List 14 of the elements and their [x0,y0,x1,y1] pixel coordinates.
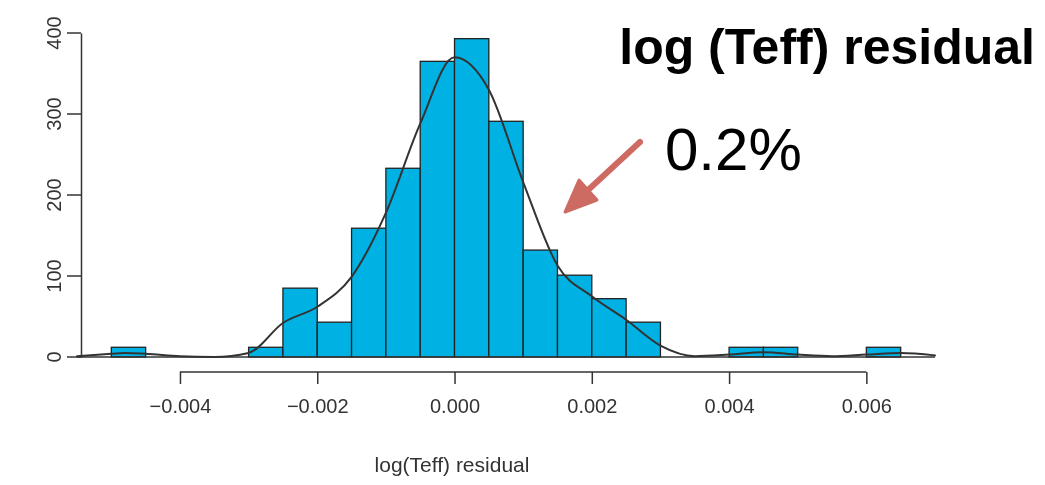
y-tick-label: 400 [43,16,65,50]
x-tick-label: 0.000 [429,395,481,417]
x-axis-title: log(Teff) residual [374,453,530,476]
x-tick-label: −0.004 [149,395,212,417]
annotation: 0.2% [665,116,802,183]
y-tick-label: 300 [43,97,65,131]
y-tick-label: 0 [43,351,65,363]
x-tick-label: −0.002 [286,395,349,417]
y-tick-label: 200 [43,178,65,212]
x-tick-label: 0.002 [567,395,618,417]
y-tick-label: 100 [43,259,65,293]
chart-title: log (Teff) residual [619,19,1035,75]
x-tick-label: 0.006 [841,395,892,417]
x-tick-label: 0.004 [704,395,755,417]
